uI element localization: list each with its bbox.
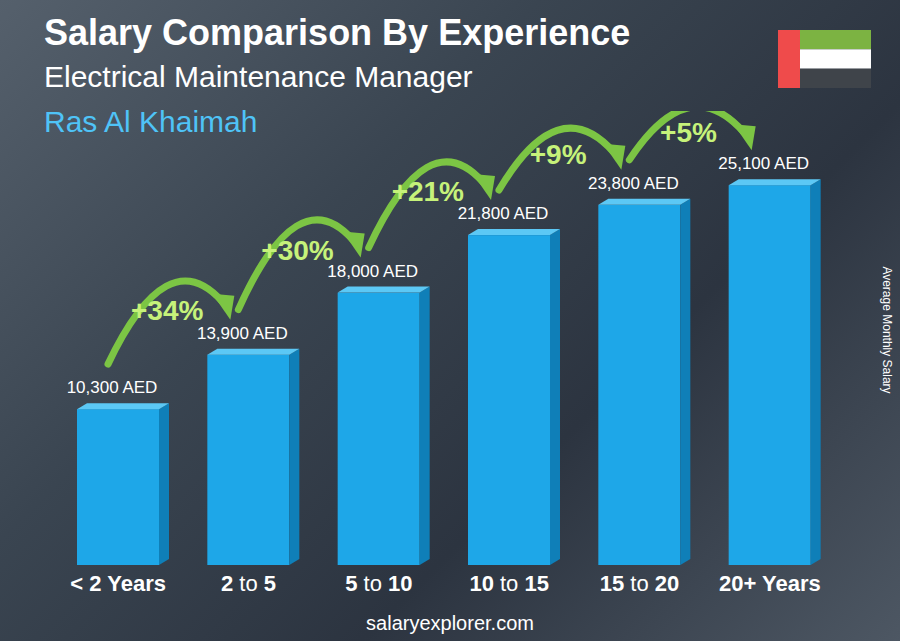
svg-text:23,800 AED: 23,800 AED bbox=[588, 174, 679, 193]
svg-text:18,000 AED: 18,000 AED bbox=[327, 262, 418, 281]
svg-text:2 to 5: 2 to 5 bbox=[221, 571, 276, 596]
svg-text:21,800 AED: 21,800 AED bbox=[458, 204, 549, 223]
svg-text:10 to 15: 10 to 15 bbox=[469, 571, 549, 596]
html-text:Electrical Maintenance Manager: Electrical Maintenance Manager bbox=[44, 60, 473, 93]
html-text:Salary Comparison By Experienc: Salary Comparison By Experience bbox=[44, 12, 631, 53]
html-text:Average Monthly Salary: Average Monthly Salary bbox=[880, 266, 894, 394]
svg-text:+9%: +9% bbox=[530, 139, 587, 170]
svg-text:10,300 AED: 10,300 AED bbox=[67, 378, 158, 397]
html-text:Ras Al Khaimah: Ras Al Khaimah bbox=[44, 105, 258, 138]
svg-text:+34%: +34% bbox=[131, 295, 203, 326]
svg-text:< 2 Years: < 2 Years bbox=[70, 571, 166, 596]
svg-text:13,900 AED: 13,900 AED bbox=[197, 324, 288, 343]
svg-text:+5%: +5% bbox=[660, 117, 717, 148]
svg-text:5 to 10: 5 to 10 bbox=[345, 571, 412, 596]
html-text:salaryexplorer.com: salaryexplorer.com bbox=[366, 612, 534, 634]
svg-text:15 to 20: 15 to 20 bbox=[600, 571, 680, 596]
svg-text:+30%: +30% bbox=[261, 235, 333, 266]
svg-text:25,100 AED: 25,100 AED bbox=[718, 154, 809, 173]
svg-text:20+ Years: 20+ Years bbox=[719, 571, 821, 596]
svg-text:+21%: +21% bbox=[392, 176, 464, 207]
